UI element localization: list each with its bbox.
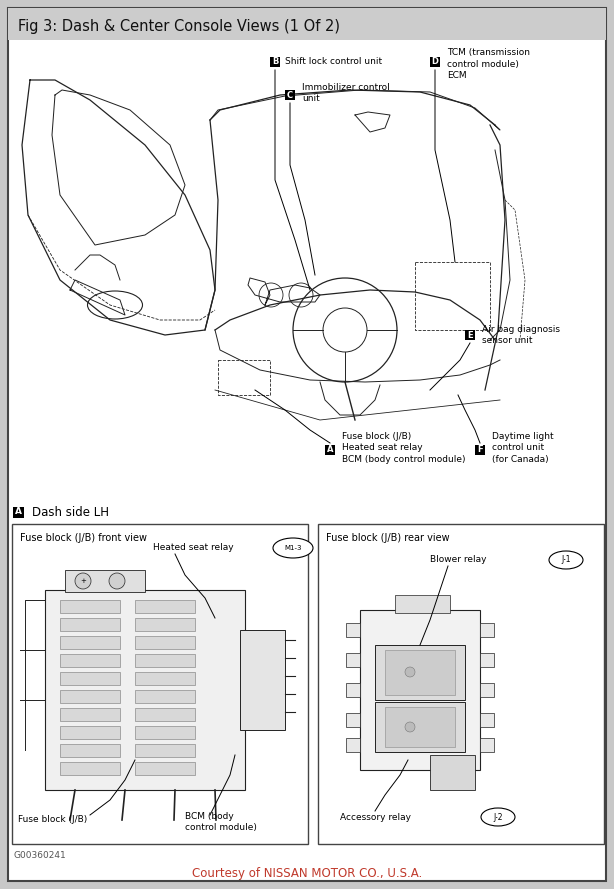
Text: C: C xyxy=(287,91,293,100)
FancyBboxPatch shape xyxy=(385,650,455,695)
FancyBboxPatch shape xyxy=(346,713,360,727)
Text: Shift lock control unit: Shift lock control unit xyxy=(285,58,382,67)
Text: G00360241: G00360241 xyxy=(14,852,67,861)
Text: A: A xyxy=(15,508,21,517)
Text: Fig 3: Dash & Center Console Views (1 Of 2): Fig 3: Dash & Center Console Views (1 Of… xyxy=(18,19,340,34)
FancyBboxPatch shape xyxy=(240,630,285,730)
Text: J-1: J-1 xyxy=(561,556,571,565)
FancyBboxPatch shape xyxy=(60,762,120,775)
FancyBboxPatch shape xyxy=(135,744,195,757)
Text: A: A xyxy=(327,445,333,454)
FancyBboxPatch shape xyxy=(430,57,440,67)
Text: Air bag diagnosis
sensor unit: Air bag diagnosis sensor unit xyxy=(482,325,560,345)
FancyBboxPatch shape xyxy=(430,755,475,790)
FancyBboxPatch shape xyxy=(60,636,120,649)
FancyBboxPatch shape xyxy=(135,600,195,613)
Text: Fuse block (J/B): Fuse block (J/B) xyxy=(18,815,87,824)
FancyBboxPatch shape xyxy=(135,654,195,667)
FancyBboxPatch shape xyxy=(60,744,120,757)
FancyBboxPatch shape xyxy=(480,653,494,667)
Circle shape xyxy=(75,573,91,589)
Text: Dash side LH: Dash side LH xyxy=(32,506,109,518)
Ellipse shape xyxy=(481,808,515,826)
Text: Daytime light
control unit
(for Canada): Daytime light control unit (for Canada) xyxy=(492,432,554,463)
FancyBboxPatch shape xyxy=(480,738,494,752)
FancyBboxPatch shape xyxy=(60,726,120,739)
Text: F: F xyxy=(477,445,483,454)
FancyBboxPatch shape xyxy=(480,713,494,727)
Circle shape xyxy=(405,722,415,732)
FancyBboxPatch shape xyxy=(465,330,475,340)
FancyBboxPatch shape xyxy=(385,707,455,747)
Text: D: D xyxy=(432,58,438,67)
Circle shape xyxy=(109,573,125,589)
Text: Courtesy of NISSAN MOTOR CO., U.S.A.: Courtesy of NISSAN MOTOR CO., U.S.A. xyxy=(192,868,422,880)
FancyBboxPatch shape xyxy=(12,507,23,517)
FancyBboxPatch shape xyxy=(395,595,450,613)
FancyBboxPatch shape xyxy=(135,690,195,703)
Text: Fuse block (J/B) rear view: Fuse block (J/B) rear view xyxy=(326,533,449,543)
FancyBboxPatch shape xyxy=(346,738,360,752)
FancyBboxPatch shape xyxy=(8,8,606,40)
FancyBboxPatch shape xyxy=(60,618,120,631)
FancyBboxPatch shape xyxy=(285,90,295,100)
FancyBboxPatch shape xyxy=(135,762,195,775)
Circle shape xyxy=(405,667,415,677)
FancyBboxPatch shape xyxy=(65,570,145,592)
Text: E: E xyxy=(467,331,473,340)
FancyBboxPatch shape xyxy=(135,672,195,685)
Ellipse shape xyxy=(549,551,583,569)
Text: M1-3: M1-3 xyxy=(284,545,301,551)
FancyBboxPatch shape xyxy=(475,445,485,455)
Text: Accessory relay: Accessory relay xyxy=(340,813,411,821)
Text: Immobilizer control
unit: Immobilizer control unit xyxy=(302,83,390,103)
Text: Fuse block (J/B) front view: Fuse block (J/B) front view xyxy=(20,533,147,543)
Ellipse shape xyxy=(273,538,313,558)
FancyBboxPatch shape xyxy=(346,683,360,697)
Text: +: + xyxy=(80,578,86,584)
Text: J-2: J-2 xyxy=(493,813,503,821)
FancyBboxPatch shape xyxy=(60,600,120,613)
Text: Blower relay: Blower relay xyxy=(430,556,486,565)
FancyBboxPatch shape xyxy=(480,683,494,697)
FancyBboxPatch shape xyxy=(135,636,195,649)
FancyBboxPatch shape xyxy=(346,623,360,637)
Text: B: B xyxy=(272,58,278,67)
Text: Fuse block (J/B)
Heated seat relay
BCM (body control module): Fuse block (J/B) Heated seat relay BCM (… xyxy=(342,432,465,463)
FancyBboxPatch shape xyxy=(135,618,195,631)
FancyBboxPatch shape xyxy=(135,708,195,721)
FancyBboxPatch shape xyxy=(8,8,606,881)
FancyBboxPatch shape xyxy=(135,726,195,739)
FancyBboxPatch shape xyxy=(480,623,494,637)
FancyBboxPatch shape xyxy=(346,653,360,667)
FancyBboxPatch shape xyxy=(318,524,604,844)
FancyBboxPatch shape xyxy=(60,690,120,703)
Text: BCM (body
control module): BCM (body control module) xyxy=(185,813,257,832)
FancyBboxPatch shape xyxy=(45,590,245,790)
FancyBboxPatch shape xyxy=(60,672,120,685)
FancyBboxPatch shape xyxy=(325,445,335,455)
FancyBboxPatch shape xyxy=(60,654,120,667)
FancyBboxPatch shape xyxy=(360,610,480,770)
FancyBboxPatch shape xyxy=(12,524,308,844)
FancyBboxPatch shape xyxy=(375,645,465,700)
FancyBboxPatch shape xyxy=(270,57,280,67)
FancyBboxPatch shape xyxy=(60,708,120,721)
FancyBboxPatch shape xyxy=(375,702,465,752)
Text: Heated seat relay: Heated seat relay xyxy=(153,543,233,552)
Text: TCM (transmission
control module)
ECM: TCM (transmission control module) ECM xyxy=(447,48,530,80)
